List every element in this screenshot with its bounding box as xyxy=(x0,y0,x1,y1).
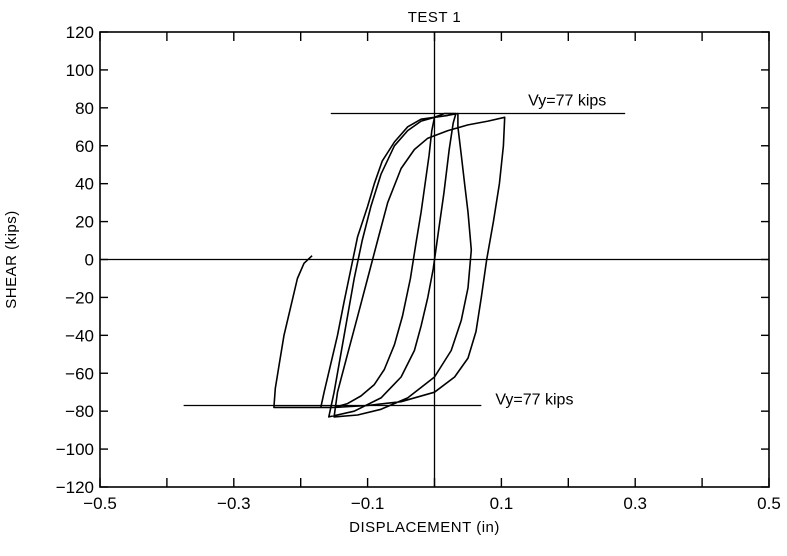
x-tick-label: −0.3 xyxy=(217,494,251,513)
hysteresis-loop-line xyxy=(273,112,506,418)
y-tick-label: 60 xyxy=(75,137,94,156)
y-tick-label: −40 xyxy=(65,326,94,345)
y-axis-title: SHEAR (kips) xyxy=(3,210,20,309)
x-axis-title: DISPLACEMENT (in) xyxy=(349,519,500,536)
y-tick-label: −120 xyxy=(56,478,94,497)
yield-shear-label: Vy=77 kips xyxy=(495,391,573,408)
x-tick-label: 0.3 xyxy=(623,494,647,513)
x-tick-label: 0.1 xyxy=(490,494,514,513)
y-tick-label: −80 xyxy=(65,402,94,421)
x-tick-label: 0.5 xyxy=(757,494,781,513)
y-tick-label: 100 xyxy=(66,61,94,80)
x-tick-label: −0.1 xyxy=(351,494,385,513)
y-tick-label: 40 xyxy=(75,175,94,194)
y-tick-label: 120 xyxy=(66,23,94,42)
y-tick-label: 20 xyxy=(75,213,94,232)
y-tick-label: −60 xyxy=(65,364,94,383)
chart-title: TEST 1 xyxy=(408,9,462,26)
y-tick-label: 0 xyxy=(85,251,94,270)
yield-shear-label: Vy=77 kips xyxy=(528,93,606,110)
y-tick-label: −100 xyxy=(56,440,94,459)
y-tick-label: −20 xyxy=(65,288,94,307)
x-tick-label: −0.5 xyxy=(83,494,117,513)
y-tick-label: 80 xyxy=(75,99,94,118)
